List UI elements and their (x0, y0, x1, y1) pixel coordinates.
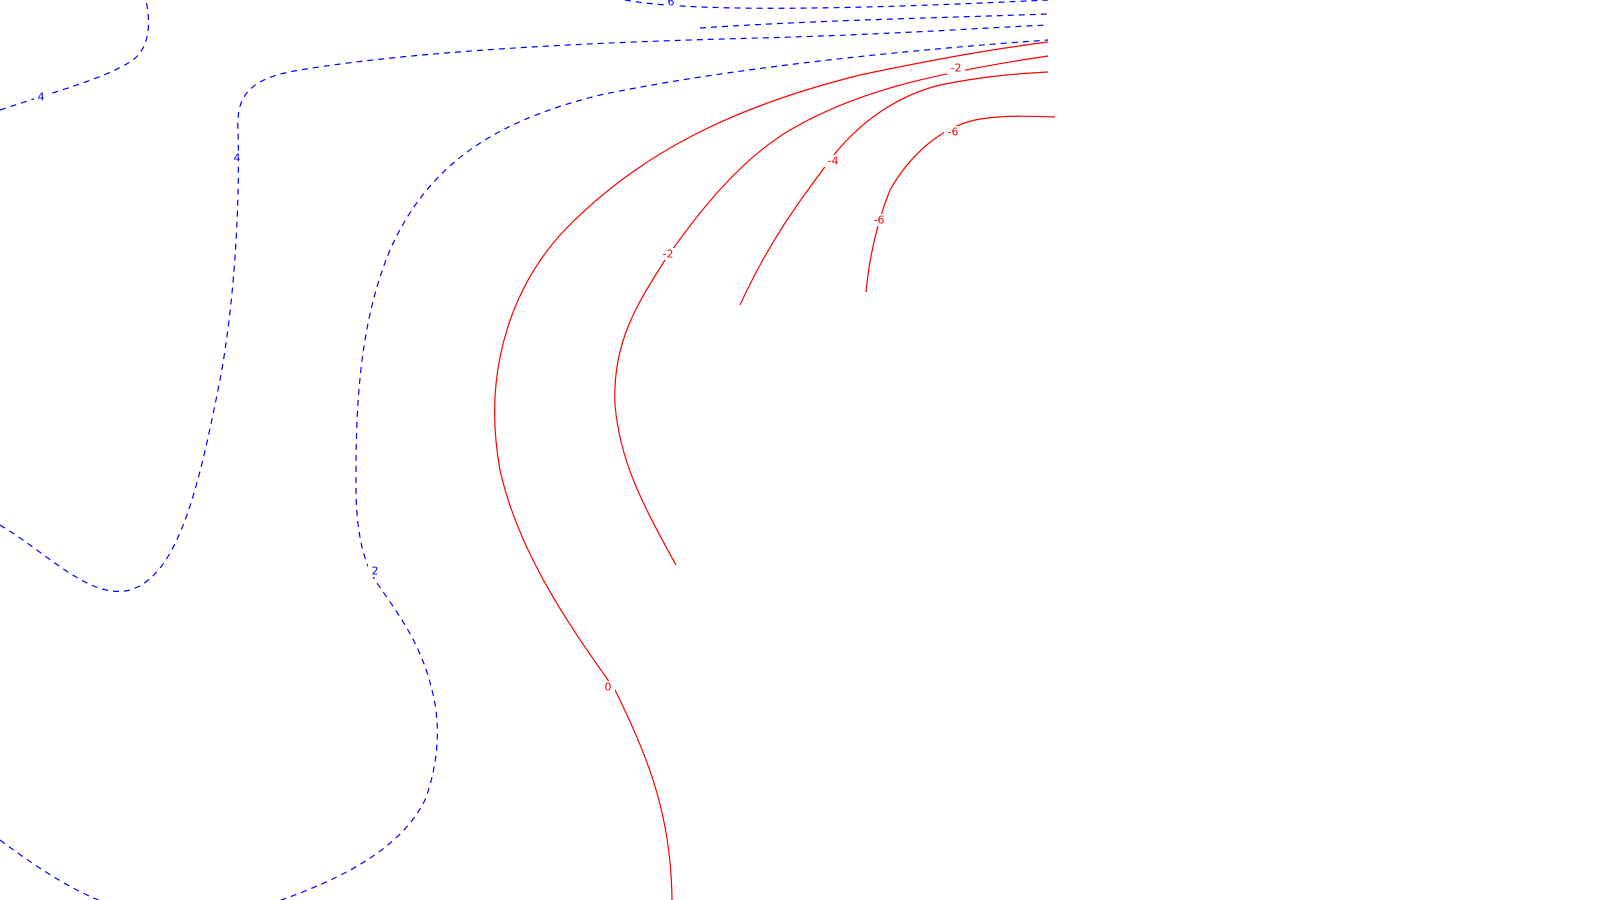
contour-label-text-2: 2 (372, 565, 379, 578)
contour-label-text-4-main: 4 (234, 152, 241, 165)
contour-label-neg2-upper: -2 (947, 62, 965, 75)
contour-line-neg4 (739, 71, 1049, 306)
contour-label-text-neg6-upper: -6 (948, 126, 959, 139)
contour-label-neg4: -4 (824, 155, 842, 168)
contour-label-4-main: 4 (230, 152, 244, 165)
contour-line-neg2-lower (614, 55, 1049, 566)
contour-label-text-neg2-upper: -2 (951, 62, 962, 75)
contour-label-text-4-left: 4 (38, 91, 45, 104)
contour-label-text-neg2-lower: -2 (663, 248, 674, 261)
contour-label-2: 2 (368, 565, 382, 578)
contour-label-neg2-lower: -2 (659, 248, 677, 261)
contour-label-6: 6 (664, 0, 678, 9)
contour-label-4-left: 4 (34, 90, 48, 104)
contour-label-neg6-lower: -6 (870, 214, 888, 227)
contour-label-text-0: 0 (605, 681, 612, 694)
contour-label-text-neg6-lower: -6 (874, 214, 885, 227)
contour-line-4-main (0, 24, 1049, 592)
contour-line-2 (0, 39, 1049, 900)
contour-line-0 (494, 41, 1049, 900)
contour-label-neg6-upper: -6 (944, 126, 962, 139)
contour-line-neg6 (865, 115, 1056, 293)
contour-line-4-left (0, 0, 150, 111)
contour-line-6-upper (699, 13, 1049, 29)
contour-line-6 (624, 0, 1049, 9)
contour-label-0: 0 (601, 681, 615, 694)
contour-label-text-neg4: -4 (828, 155, 839, 168)
contour-label-text-6: 6 (668, 0, 675, 9)
